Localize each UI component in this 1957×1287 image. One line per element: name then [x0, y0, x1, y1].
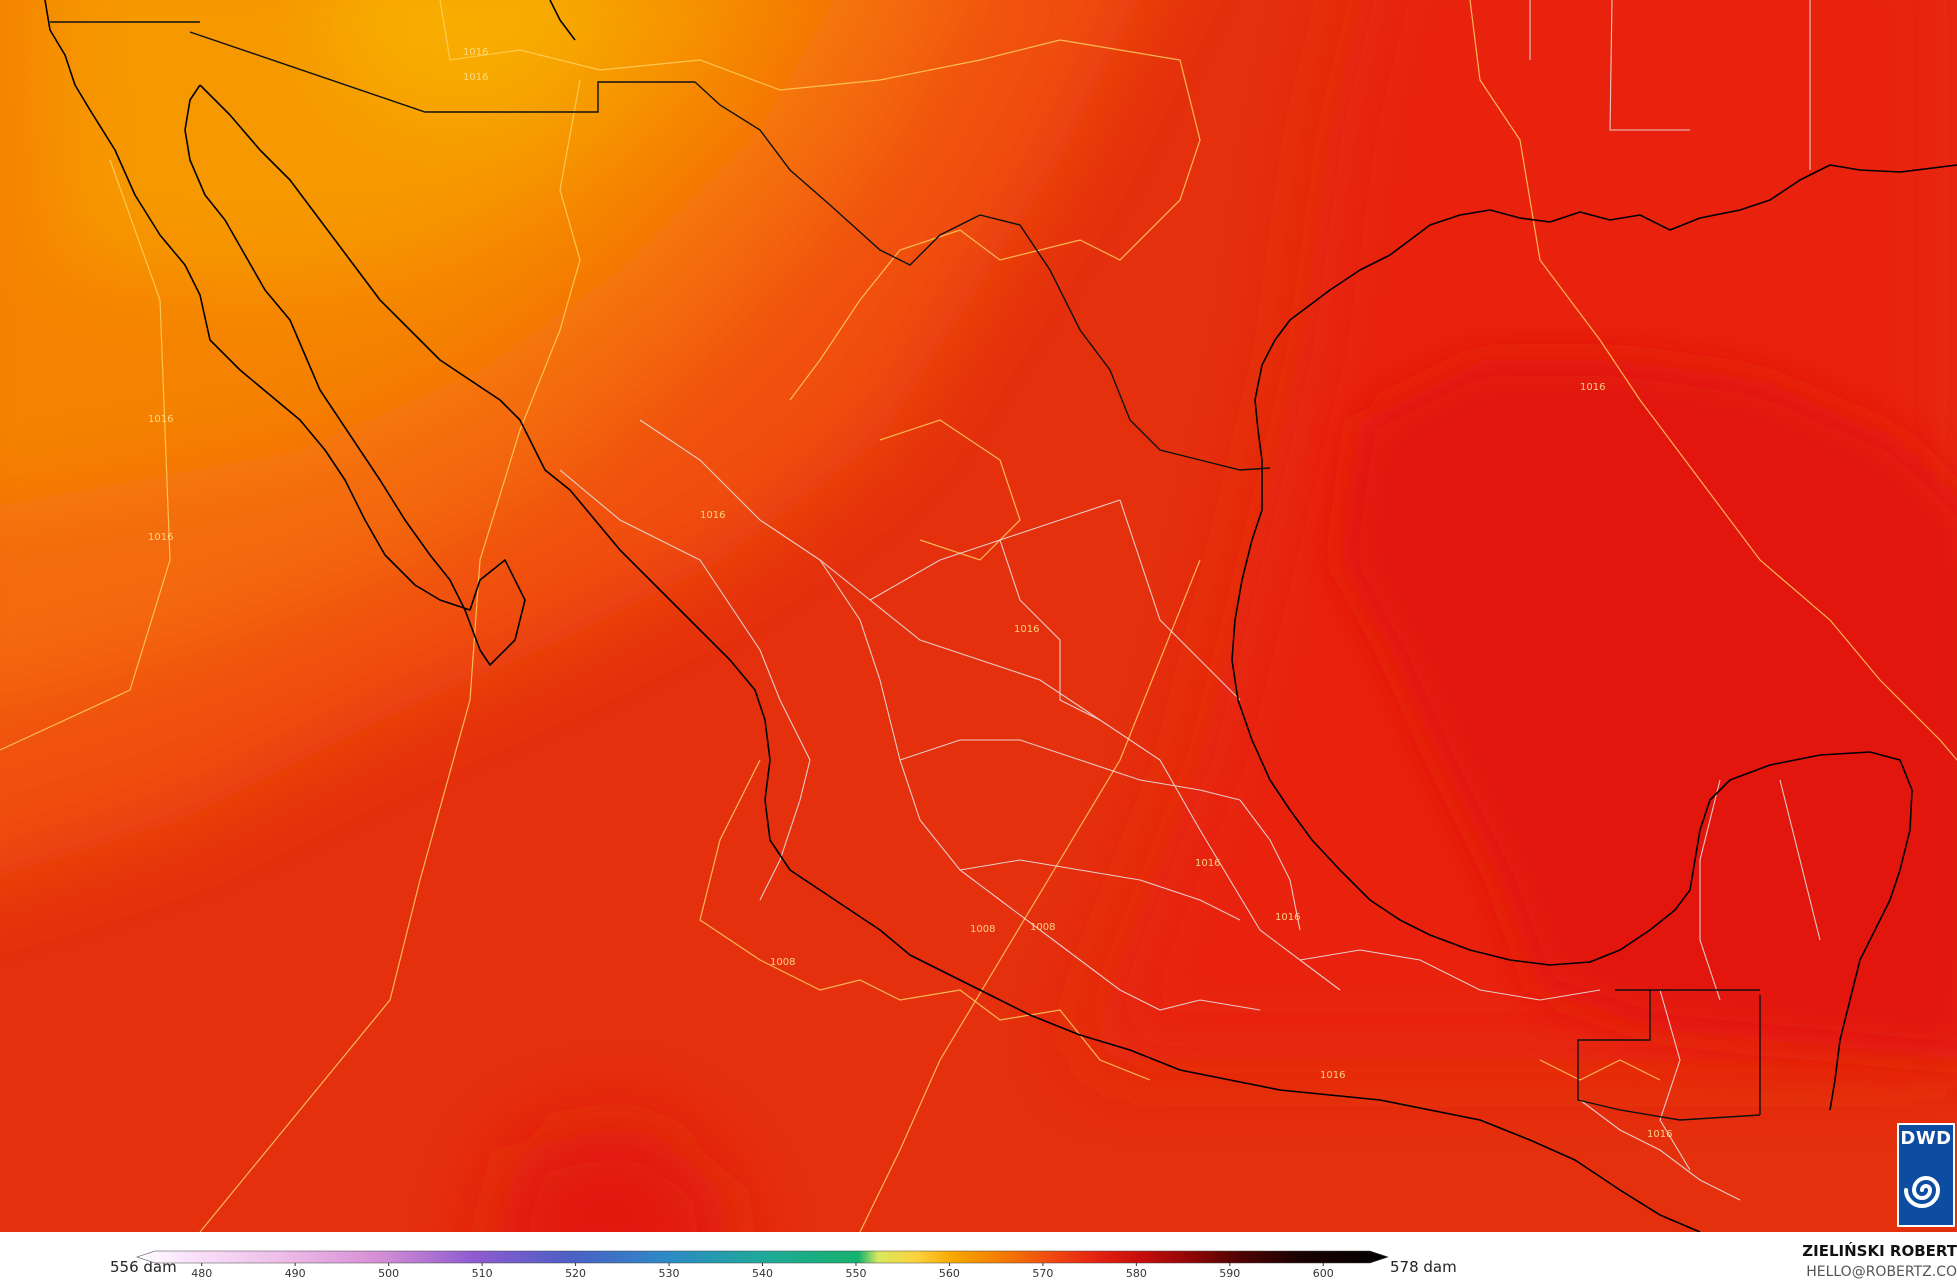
isobar-label: 1016: [1014, 624, 1039, 635]
legend-colorbar: [136, 1250, 1389, 1264]
weather-map: 1016 1016 1016 1016 1016 1016 1008 1008 …: [0, 0, 1957, 1232]
color-legend: 480 490 500 510 520 530 540 550 560 570 580 590 600: [136, 1250, 1389, 1280]
isobar-label: 1016: [463, 72, 488, 83]
legend-tick-label: 590: [1219, 1267, 1240, 1280]
isobar-label: 1016: [1275, 912, 1300, 923]
legend-tick-label: 550: [845, 1267, 866, 1280]
legend-tick-label: 540: [752, 1267, 773, 1280]
isobar-labels: 1016 1016 1016 1016 1016 1016 1008 1008 …: [148, 47, 1672, 1140]
legend-tick-label: 580: [1126, 1267, 1147, 1280]
isobar-label: 1016: [1647, 1129, 1672, 1140]
legend-tick-label: 490: [285, 1267, 306, 1280]
legend-tick-label: 510: [472, 1267, 493, 1280]
footer: 556 dam 480 490 500 510 520 530 540 550 560 570 58…: [0, 1232, 1957, 1287]
isobar-label: 1016: [148, 414, 173, 425]
dwd-logo-text: DWD: [1900, 1128, 1952, 1149]
legend-tick-label: 500: [378, 1267, 399, 1280]
isobar-label: 1016: [1195, 858, 1220, 869]
isobar-label: 1016: [463, 47, 488, 58]
isobar-label: 1008: [1030, 922, 1055, 933]
isobar-label: 1008: [970, 924, 995, 935]
country-borders: [50, 21, 1761, 1121]
legend-tick-label: 600: [1313, 1267, 1334, 1280]
legend-tick-label: 520: [565, 1267, 586, 1280]
height-field: [0, 0, 1957, 1232]
author-email: HELLO@ROBERTZ.CO: [1806, 1264, 1957, 1280]
dwd-logo: DWD: [1897, 1123, 1955, 1227]
cyclone-icon: [1904, 1176, 1941, 1208]
legend-tick-label: 530: [659, 1267, 680, 1280]
isobar-label: 1016: [700, 510, 725, 521]
isobar-label: 1008: [770, 957, 795, 968]
coastlines: [44, 0, 1957, 1232]
isobars: [0, 0, 1957, 1232]
author-name: ZIELIŃSKI ROBERT: [1802, 1242, 1957, 1260]
legend-tick-label: 560: [939, 1267, 960, 1280]
legend-tick-label: 570: [1032, 1267, 1053, 1280]
isobar-label: 1016: [148, 532, 173, 543]
state-borders: [559, 0, 1821, 1201]
isobar-label: 1016: [1320, 1070, 1345, 1081]
legend-tick-label: 480: [191, 1267, 212, 1280]
legend-max-label: 578 dam: [1390, 1258, 1457, 1276]
isobar-label: 1016: [1580, 382, 1605, 393]
